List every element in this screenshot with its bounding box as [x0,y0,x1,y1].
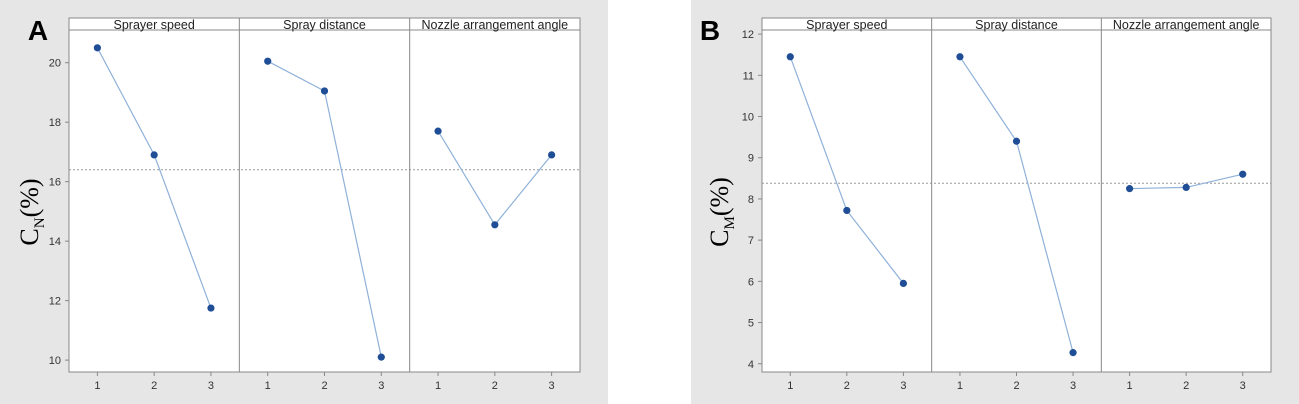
x-tick-label: 2 [1183,380,1189,392]
data-point [207,304,215,312]
y-tick-label: 14 [49,236,61,248]
data-point [1069,349,1077,357]
y-tick-label: 7 [748,235,754,247]
data-point [93,44,101,52]
panel-label: A [28,15,48,46]
x-tick-label: 3 [378,380,384,392]
facet-3: Nozzle arrangement angle 1 2 3 [409,18,569,392]
x-tick-label: 1 [265,380,271,392]
x-tick-label: 3 [1240,380,1246,392]
data-point [1012,137,1021,145]
facet-title: Sprayer speed [114,18,195,32]
facet-3: Nozzle arrangement angle 1 2 3 [1100,18,1260,392]
y-tick-label: 12 [49,296,61,308]
x-tick-label: 3 [1070,380,1076,392]
facet-title: Nozzle arrangement angle [1113,18,1260,32]
data-point [786,53,794,61]
data-point [320,87,329,95]
data-point [150,151,158,159]
facet-2: Spray distance 1 2 3 [931,18,1077,392]
facet-1: Sprayer speed 1 2 3 [786,18,907,392]
x-tick-label: 2 [492,380,498,392]
y-tick-label: 4 [748,359,754,371]
facet-title: Nozzle arrangement angle [422,18,569,32]
y-tick-label: 9 [748,153,754,165]
y-tick-label: 12 [742,29,754,41]
facet-title: Sprayer speed [806,18,887,32]
plot-area [761,17,1272,373]
x-tick-label: 1 [957,380,963,392]
y-tick-label: 5 [748,318,754,330]
x-tick-label: 2 [1013,380,1019,392]
y-tick-label: 8 [748,194,754,206]
data-point [1182,183,1190,192]
plot-area [68,17,581,373]
x-tick-label: 3 [549,380,555,392]
y-tick-label: 11 [743,70,754,82]
data-point [843,206,851,215]
panel-label: B [700,15,720,46]
x-tick-label: 1 [787,380,793,392]
data-point [1239,170,1247,178]
y-axis-label: CM(%) [705,177,738,247]
facet-title: Spray distance [283,18,366,32]
data-point [1126,185,1134,193]
x-tick-label: 1 [435,380,441,392]
data-point [899,279,907,288]
y-tick-label: 6 [748,276,754,288]
x-tick-label: 2 [844,380,850,392]
x-tick-label: 3 [900,380,906,392]
data-point [434,127,442,135]
x-tick-label: 2 [151,380,157,392]
y-tick-label: 16 [49,177,61,189]
y-tick-label: 18 [49,117,61,129]
data-point [264,57,272,65]
x-tick-label: 1 [94,380,100,392]
data-point [491,221,499,229]
facet-2: Spray distance 1 2 3 [238,18,385,392]
y-tick-label: 20 [49,58,61,70]
data-point [548,151,556,159]
facet-1: Sprayer speed 1 2 3 [93,18,215,392]
y-tick-label: 10 [742,112,754,124]
data-point [377,353,385,361]
data-point [956,53,964,61]
x-tick-label: 2 [321,380,327,392]
x-tick-label: 3 [208,380,214,392]
y-axis-label: CN(%) [15,178,48,245]
x-tick-label: 1 [1127,380,1133,392]
y-tick-label: 10 [49,355,61,367]
facet-title: Spray distance [975,18,1058,32]
